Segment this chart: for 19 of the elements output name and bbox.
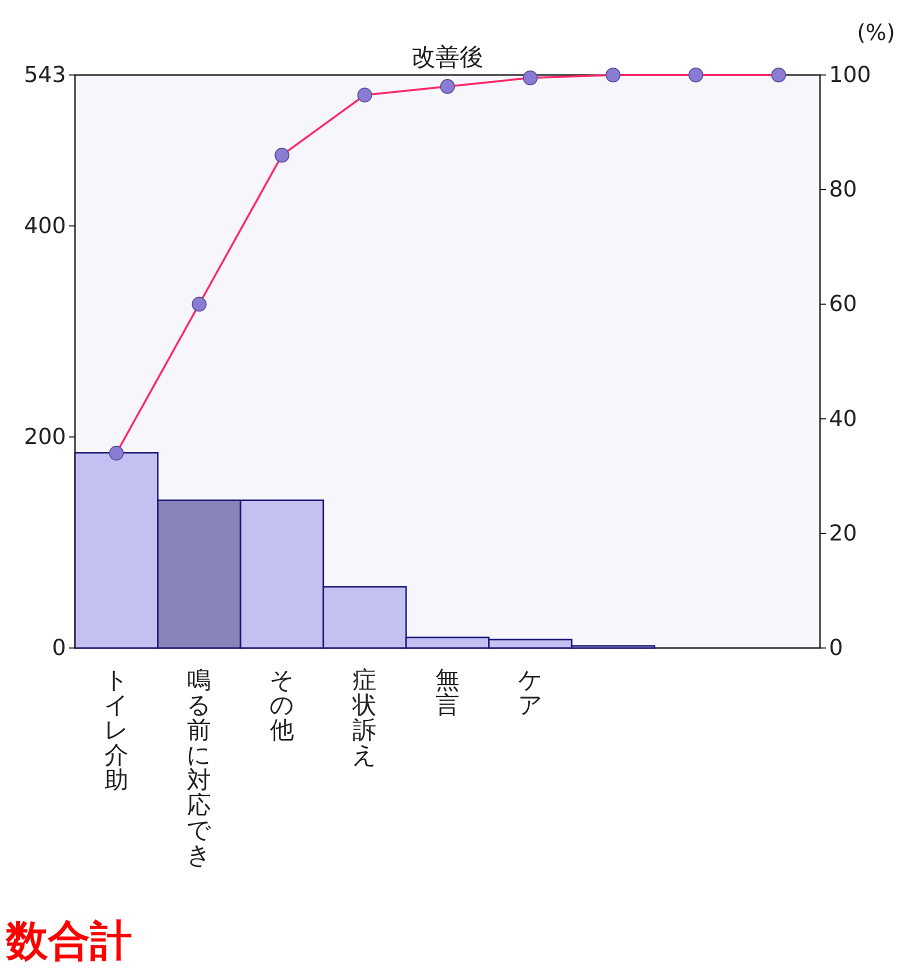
y-tick-label: 400 — [24, 214, 66, 239]
y-tick-label: 543 — [24, 63, 66, 88]
y2-tick-label: 0 — [829, 636, 843, 662]
chart-title: 改善後 — [412, 43, 484, 71]
text: 数合計 — [5, 916, 132, 965]
y-tick-label: 0 — [52, 636, 66, 662]
y2-tick-label: 60 — [829, 292, 857, 318]
y-tick-label: 200 — [24, 424, 66, 450]
x-tick-label: 症状訴え — [352, 666, 378, 769]
y2-tick-label: 40 — [829, 406, 857, 432]
y2-axis-title: (%) — [856, 21, 896, 46]
x-tick-label: 鳴る前に対応でき — [186, 666, 212, 869]
y2-tick-label: 100 — [829, 63, 871, 88]
x-tick-label: ケア — [518, 666, 543, 719]
x-tick-label: トイレ介助 — [104, 666, 129, 794]
y2-tick-label: 20 — [829, 521, 857, 546]
x-tick-label: その他 — [269, 666, 294, 744]
x-tick-label: 無言 — [436, 666, 460, 719]
y2-tick-label: 80 — [829, 178, 857, 203]
